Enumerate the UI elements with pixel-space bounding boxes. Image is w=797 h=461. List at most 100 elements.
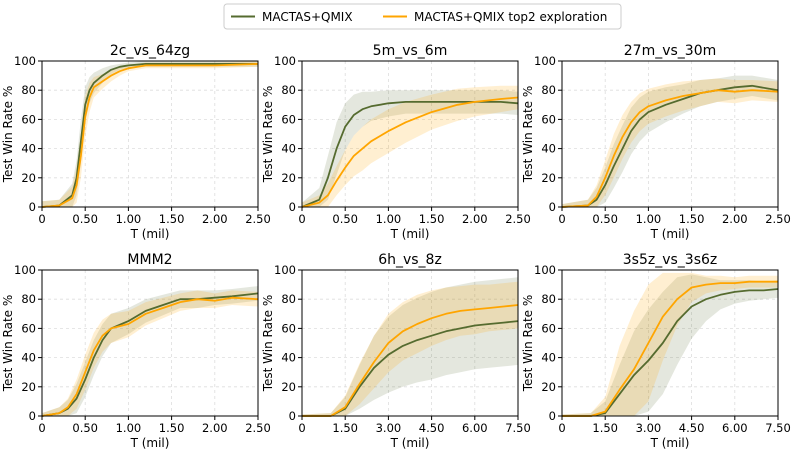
y-tick-label: 60 — [21, 112, 36, 126]
x-tick-label: 2.50 — [505, 212, 531, 226]
series-line-mactas-qmix — [562, 288, 779, 417]
x-tick-label: 3.00 — [636, 421, 662, 435]
x-tick-label: 6.00 — [462, 421, 488, 435]
panel-title: 3s5z_vs_3s6z — [623, 252, 718, 268]
panel-6h-vs-8z: 0 1.50 3.00 4.50 6.00 7.50 0 20 40 60 80 100 6h_vs_8… — [261, 252, 531, 450]
x-tick-label: 1.00 — [636, 212, 662, 226]
y-tick-label: 0 — [549, 200, 556, 214]
y-tick-label: 100 — [534, 263, 556, 277]
x-axis-label: T (mil) — [390, 436, 430, 450]
y-tick-label: 100 — [14, 263, 36, 277]
x-tick-label: 2.00 — [202, 212, 228, 226]
x-tick-label: 1.50 — [419, 212, 445, 226]
band-top2-exploration — [42, 290, 258, 416]
x-axis-label: T (mil) — [650, 436, 690, 450]
x-tick-label: 0 — [298, 212, 305, 226]
legend: MACTAS+QMIX MACTAS+QMIX top2 exploration — [223, 3, 622, 30]
x-tick-label: 4.50 — [419, 421, 445, 435]
y-tick-label: 20 — [21, 380, 36, 394]
y-tick-label: 20 — [281, 171, 296, 185]
x-axis-label: T (mil) — [390, 227, 430, 241]
y-tick-label: 60 — [541, 112, 556, 126]
series-line-mactas-qmix — [41, 63, 258, 208]
series-line-top2-exploration — [561, 89, 779, 208]
x-tick-label: 0.50 — [72, 212, 98, 226]
band-top2-exploration — [42, 61, 258, 207]
panel-title: 27m_vs_30m — [624, 43, 716, 59]
axes-frame — [561, 269, 779, 417]
series-line-top2-exploration — [41, 296, 259, 417]
band-top2-exploration — [302, 281, 518, 416]
y-axis-label: Test Win Rate % — [521, 295, 535, 393]
x-tick-label: 1.50 — [159, 421, 185, 435]
legend-frame — [223, 3, 622, 30]
x-tick-label: 0 — [38, 212, 45, 226]
y-tick-label: 40 — [281, 142, 296, 156]
series-line-top2-exploration — [562, 280, 778, 417]
y-tick-label: 20 — [281, 380, 296, 394]
y-tick-label: 0 — [29, 409, 36, 423]
y-tick-label: 20 — [541, 380, 556, 394]
panel-title: MMM2 — [127, 252, 172, 268]
x-tick-label: 1.00 — [116, 212, 142, 226]
y-tick-label: 80 — [21, 292, 36, 306]
x-tick-label: 1.00 — [376, 212, 402, 226]
x-tick-label: 1.00 — [116, 421, 142, 435]
y-tick-label: 100 — [274, 263, 296, 277]
x-tick-label: 1.50 — [592, 421, 618, 435]
y-tick-label: 0 — [289, 409, 296, 423]
y-tick-label: 60 — [281, 112, 296, 126]
band-mactas-qmix — [302, 277, 518, 416]
x-tick-label: 0 — [38, 421, 45, 435]
x-tick-label: 2.00 — [722, 212, 748, 226]
band-top2-exploration — [562, 78, 778, 207]
y-tick-label: 0 — [289, 200, 296, 214]
y-tick-label: 80 — [281, 292, 296, 306]
x-tick-label: 2.00 — [462, 212, 488, 226]
panels: 0 0.50 1.00 1.50 2.00 2.50 0 20 40 60 80 100 2c_vs_6… — [1, 43, 791, 450]
axes-frame — [41, 60, 259, 208]
y-axis-label: Test Win Rate % — [521, 86, 535, 184]
x-tick-label: 0.50 — [592, 212, 618, 226]
panel-2c-vs-64zg: 0 0.50 1.00 1.50 2.00 2.50 0 20 40 60 80 100 2c_vs_6… — [1, 43, 271, 241]
y-axis-label: Test Win Rate % — [261, 295, 275, 393]
x-tick-label: 0.50 — [332, 212, 358, 226]
y-tick-label: 0 — [29, 200, 36, 214]
y-axis-label: Test Win Rate % — [261, 86, 275, 184]
series-line-mactas-qmix — [302, 320, 519, 417]
x-tick-label: 2.00 — [202, 421, 228, 435]
series-line-mactas-qmix — [41, 292, 259, 417]
panel-3s5z-vs-3s6z: 0 1.50 3.00 4.50 6.00 7.50 0 20 40 60 80 100 3s5z_vs… — [521, 252, 791, 450]
axes-frame — [41, 269, 259, 417]
y-tick-label: 40 — [541, 351, 556, 365]
band-top2-exploration — [302, 85, 518, 207]
x-tick-label: 3.00 — [376, 421, 402, 435]
y-tick-label: 40 — [21, 142, 36, 156]
x-axis-label: T (mil) — [130, 436, 170, 450]
x-tick-label: 2.50 — [245, 212, 271, 226]
x-tick-label: 6.00 — [722, 421, 748, 435]
series-line-mactas-qmix — [301, 101, 519, 208]
x-tick-label: 4.50 — [679, 421, 705, 435]
axes-frame — [301, 269, 519, 417]
y-tick-label: 100 — [534, 54, 556, 68]
panel-title: 6h_vs_8z — [378, 252, 442, 268]
y-tick-label: 60 — [21, 321, 36, 335]
y-tick-label: 20 — [21, 171, 36, 185]
y-axis-label: Test Win Rate % — [1, 86, 15, 184]
y-tick-label: 60 — [281, 321, 296, 335]
axes-frame — [301, 60, 519, 208]
y-tick-label: 0 — [549, 409, 556, 423]
x-tick-label: 0 — [298, 421, 305, 435]
y-tick-label: 100 — [14, 54, 36, 68]
y-tick-label: 80 — [541, 83, 556, 97]
band-mactas-qmix — [562, 75, 778, 207]
x-tick-label: 0 — [558, 421, 565, 435]
y-tick-label: 80 — [21, 83, 36, 97]
y-tick-label: 40 — [281, 351, 296, 365]
y-axis-label: Test Win Rate % — [1, 295, 15, 393]
band-top2-exploration — [562, 272, 778, 416]
panel-5m-vs-6m: 0 0.50 1.00 1.50 2.00 2.50 0 20 40 60 80 100 5m_vs_6… — [261, 43, 531, 241]
